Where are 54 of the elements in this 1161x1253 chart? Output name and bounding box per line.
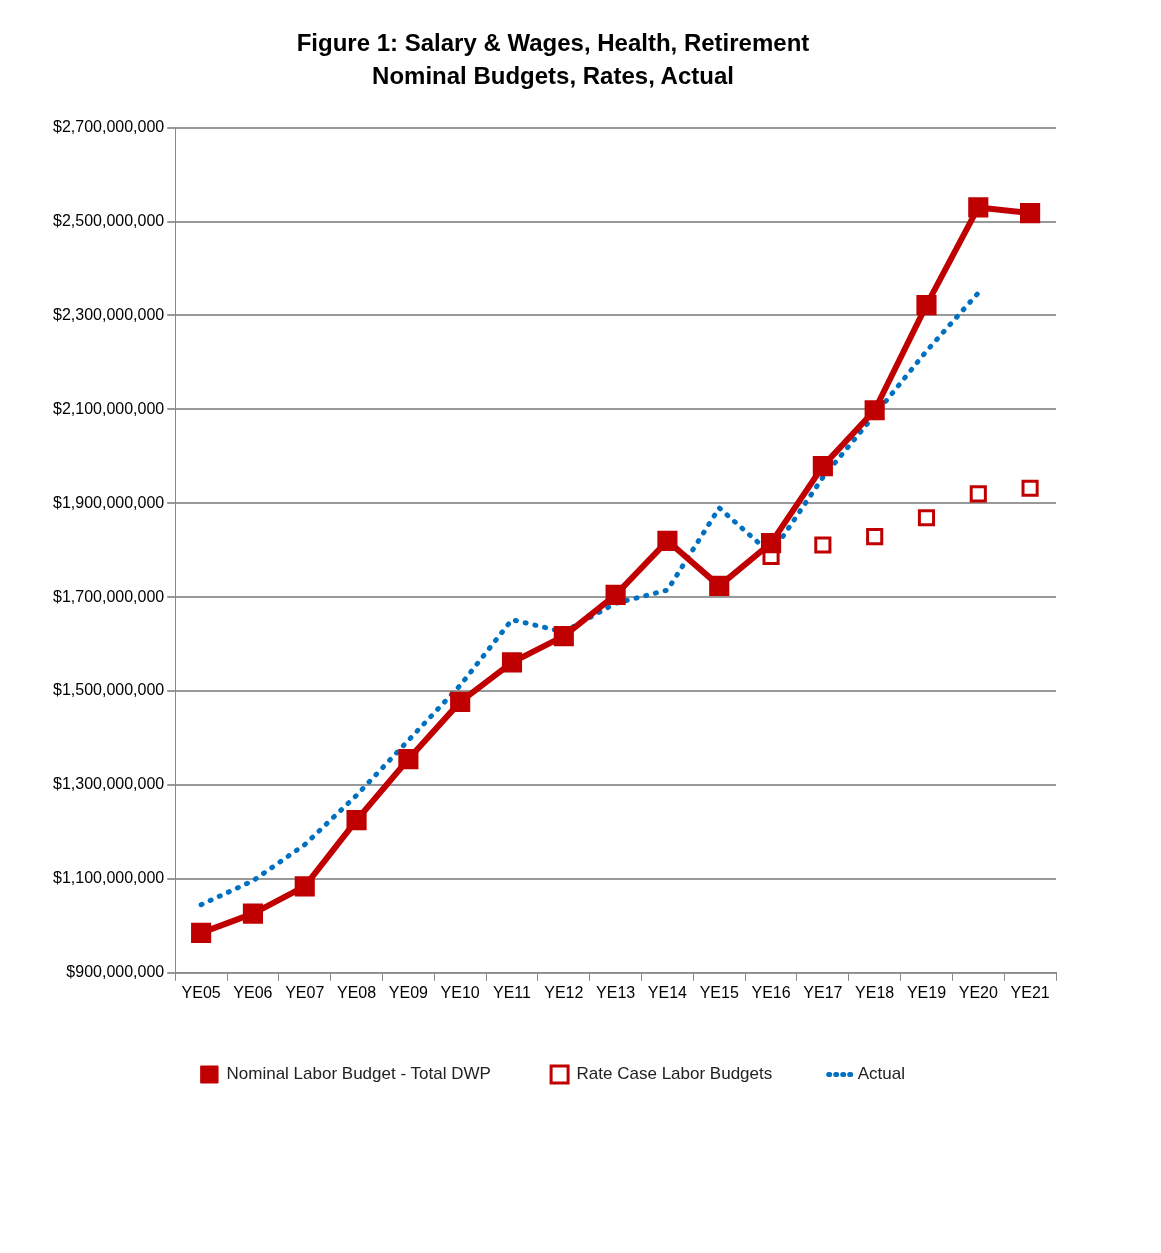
- point: [969, 485, 987, 503]
- x-tick-label: YE10: [440, 983, 480, 1001]
- x-tick-label: YE08: [336, 983, 377, 1001]
- chart-subtitle: Nominal Budgets, Rates, Actual: [372, 61, 734, 89]
- y-tick-label: $2,100,000,000: [53, 399, 165, 417]
- x-tick-label: YE14: [647, 983, 688, 1001]
- point: [605, 584, 626, 605]
- chart-title: Figure 1: Salary & Wages, Health, Retirement: [296, 29, 810, 57]
- y-tick-label: $1,500,000,000: [53, 681, 165, 699]
- x-tick-label: YE18: [855, 983, 895, 1001]
- point: [398, 749, 419, 770]
- point: [917, 509, 936, 527]
- x-tick-label: YE16: [751, 983, 791, 1001]
- point: [553, 626, 574, 647]
- point: [814, 536, 832, 554]
- point: [916, 295, 937, 316]
- x-tick-label: YE15: [699, 983, 739, 1001]
- point: [968, 197, 989, 218]
- point: [346, 810, 367, 831]
- x-tick-label: YE21: [1010, 983, 1050, 1001]
- x-tick-label: YE07: [285, 983, 325, 1001]
- legend-label: Rate Case Labor Budgets: [576, 1064, 773, 1084]
- x-tick-label: YE17: [803, 983, 843, 1001]
- point: [866, 528, 884, 546]
- x-tick-label: YE13: [596, 983, 636, 1001]
- point: [501, 652, 523, 673]
- point: [1021, 479, 1039, 497]
- point: [812, 456, 833, 477]
- x-tick-label: YE12: [544, 983, 584, 1001]
- legend-label: Actual: [857, 1064, 905, 1084]
- x-tick-label: YE06: [233, 983, 273, 1001]
- x-tick-label: YE09: [388, 983, 429, 1001]
- point: [450, 691, 471, 712]
- x-tick-label: YE05: [181, 983, 221, 1001]
- y-tick-label: $1,700,000,000: [53, 587, 165, 605]
- point: [1020, 202, 1041, 224]
- y-tick-label: $2,700,000,000: [53, 118, 165, 136]
- point: [191, 922, 212, 943]
- point: [709, 575, 730, 596]
- point: [760, 533, 782, 554]
- point: [657, 530, 678, 551]
- y-tick-label: $1,900,000,000: [53, 493, 165, 511]
- y-tick-label: $2,500,000,000: [53, 211, 165, 229]
- point: [242, 903, 264, 924]
- y-tick-label: $900,000,000: [66, 963, 165, 981]
- y-tick-label: $2,300,000,000: [53, 305, 165, 323]
- y-tick-label: $1,100,000,000: [53, 869, 165, 887]
- legend-label: Nominal Labor Budget - Total DWP: [226, 1064, 491, 1084]
- x-tick-label: YE20: [958, 983, 998, 1001]
- point: [864, 400, 885, 421]
- point: [294, 876, 315, 897]
- x-tick-label: YE19: [906, 983, 947, 1001]
- y-tick-label: $1,300,000,000: [53, 775, 165, 793]
- x-tick-label: YE11: [493, 983, 532, 1001]
